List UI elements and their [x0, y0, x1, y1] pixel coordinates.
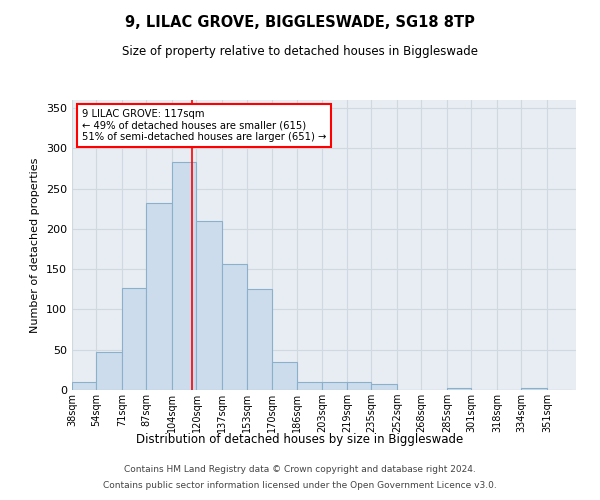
Bar: [347, 382, 371, 390]
Text: 9, LILAC GROVE, BIGGLESWADE, SG18 8TP: 9, LILAC GROVE, BIGGLESWADE, SG18 8TP: [125, 15, 475, 30]
Bar: [146, 203, 172, 390]
Bar: [322, 382, 347, 390]
Y-axis label: Number of detached properties: Number of detached properties: [31, 158, 40, 332]
Bar: [222, 264, 247, 390]
Bar: [96, 352, 122, 390]
Bar: [447, 388, 471, 390]
Text: Contains HM Land Registry data © Crown copyright and database right 2024.: Contains HM Land Registry data © Crown c…: [124, 466, 476, 474]
Text: Size of property relative to detached houses in Biggleswade: Size of property relative to detached ho…: [122, 45, 478, 58]
Bar: [371, 384, 397, 390]
Bar: [72, 382, 96, 390]
Bar: [122, 288, 146, 390]
Text: 9 LILAC GROVE: 117sqm
← 49% of detached houses are smaller (615)
51% of semi-det: 9 LILAC GROVE: 117sqm ← 49% of detached …: [82, 108, 326, 142]
Text: Contains public sector information licensed under the Open Government Licence v3: Contains public sector information licen…: [103, 480, 497, 490]
Bar: [172, 162, 196, 390]
Text: Distribution of detached houses by size in Biggleswade: Distribution of detached houses by size …: [136, 432, 464, 446]
Bar: [247, 290, 272, 390]
Bar: [296, 382, 322, 390]
Bar: [521, 388, 547, 390]
Bar: [196, 221, 222, 390]
Bar: [272, 362, 296, 390]
